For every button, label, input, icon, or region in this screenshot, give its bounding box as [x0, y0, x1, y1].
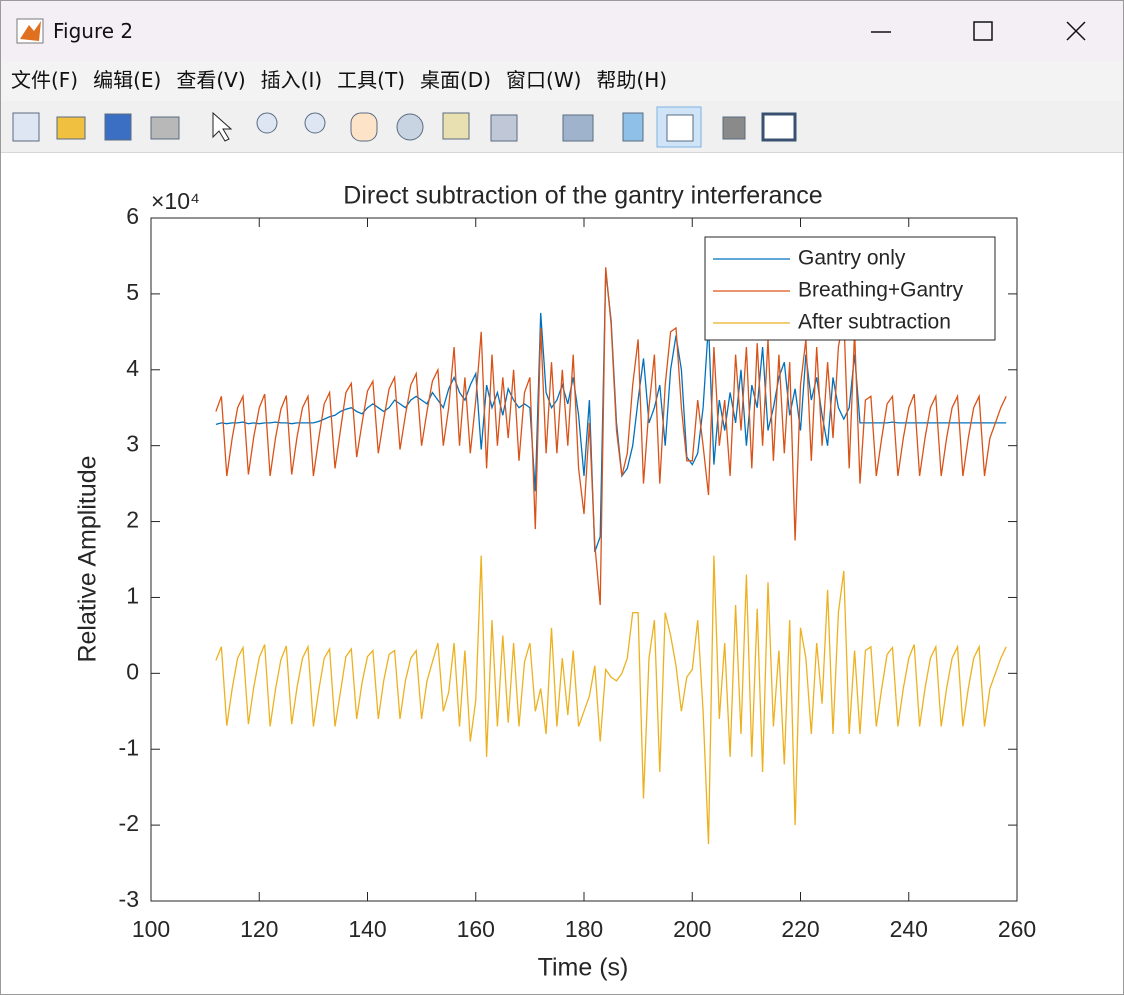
- link-icon[interactable]: [562, 114, 594, 142]
- toolbar: [1, 101, 1123, 153]
- print-icon[interactable]: [150, 116, 180, 140]
- colorbar-icon[interactable]: [622, 112, 644, 142]
- legend-icon[interactable]: [666, 114, 694, 142]
- data-line: [215, 267, 1007, 606]
- menu-item[interactable]: 桌面(D): [420, 68, 492, 92]
- axes-box: [150, 217, 1018, 902]
- rotate-icon[interactable]: [396, 113, 424, 141]
- pointer-icon[interactable]: [212, 111, 233, 142]
- plot-area: [151, 218, 1017, 901]
- y-tick-label: 2: [126, 507, 139, 533]
- menu-item[interactable]: 插入(I): [260, 68, 323, 92]
- legend-label: Breathing+Gantry: [798, 279, 964, 302]
- y-tick-label: 0: [126, 658, 139, 684]
- chart-title: Direct subtraction of the gantry interfe…: [343, 182, 822, 210]
- y-tick-label: -2: [119, 810, 139, 836]
- x-tick-label: 260: [998, 916, 1036, 942]
- menu-item[interactable]: 帮助(H): [596, 68, 668, 92]
- open-icon[interactable]: [56, 116, 86, 140]
- legend-label: Gantry only: [798, 247, 906, 270]
- menu-item[interactable]: 查看(V): [176, 68, 246, 92]
- exponent-label: ×10⁴: [151, 188, 200, 214]
- menu-item[interactable]: 工具(T): [337, 68, 405, 92]
- data-line: [215, 271, 1007, 553]
- menu-item[interactable]: 编辑(E): [93, 68, 162, 92]
- title-bar: Figure 2: [1, 1, 1123, 61]
- menu-item[interactable]: 窗口(W): [506, 68, 582, 92]
- menu-bar: 文件(F) 编辑(E) 查看(V) 插入(I) 工具(T) 桌面(D) 窗口(W) 帮助(H): [1, 61, 1123, 101]
- show-tools-icon[interactable]: [761, 112, 797, 142]
- x-tick-label: 200: [673, 916, 711, 942]
- toolbar-icons: [12, 106, 797, 148]
- y-tick-label: 1: [126, 583, 139, 609]
- hide-icon[interactable]: [722, 116, 746, 140]
- close-button[interactable]: [1066, 21, 1086, 41]
- save-icon[interactable]: [104, 113, 132, 141]
- brush-icon[interactable]: [490, 114, 518, 142]
- x-tick-label: 240: [890, 916, 928, 942]
- x-tick-label: 180: [565, 916, 603, 942]
- data-line: [215, 555, 1007, 845]
- x-tick-label: 100: [132, 916, 170, 942]
- y-tick-label: 5: [126, 279, 139, 305]
- x-axis-label: Time (s): [538, 954, 629, 982]
- title-icons: [16, 18, 1086, 44]
- x-tick-label: 160: [457, 916, 495, 942]
- y-tick-label: -1: [119, 734, 139, 760]
- y-tick-label: 4: [126, 355, 139, 381]
- app-icon-shape: [20, 21, 41, 41]
- y-axis-label: Relative Amplitude: [74, 455, 102, 662]
- maximize-button[interactable]: [973, 21, 993, 41]
- y-tick-label: 3: [126, 431, 139, 457]
- new-icon[interactable]: [12, 112, 40, 142]
- zoom-in-icon[interactable]: [256, 112, 278, 134]
- zoom-out-icon[interactable]: [304, 112, 326, 134]
- legend-box: [704, 236, 996, 341]
- x-tick-label: 140: [348, 916, 386, 942]
- x-tick-label: 220: [781, 916, 819, 942]
- legend-label: After subtraction: [798, 311, 951, 334]
- menu-item[interactable]: 文件(F): [11, 68, 79, 92]
- x-tick-label: 120: [240, 916, 278, 942]
- y-tick-label: 6: [126, 203, 139, 229]
- pan-icon[interactable]: [350, 112, 378, 142]
- window-title: Figure 2: [53, 19, 134, 43]
- datatip-icon[interactable]: [442, 112, 470, 140]
- y-tick-label: -3: [119, 886, 139, 912]
